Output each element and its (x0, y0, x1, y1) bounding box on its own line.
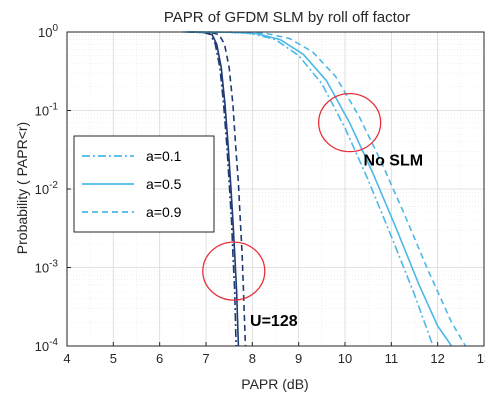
x-tick-label: 12 (430, 351, 444, 366)
x-tick-label: 7 (202, 351, 209, 366)
x-tick-label: 13 (477, 351, 485, 366)
highlight-circle (317, 93, 382, 153)
y-tick-label: 10-3 (35, 259, 59, 276)
legend-label: a=0.1 (146, 148, 182, 164)
y-tick-label: 100 (38, 23, 58, 40)
series-line (196, 31, 467, 347)
x-tick-label: 11 (385, 351, 399, 366)
plot-series (182, 31, 467, 347)
y-tick-label: 10-2 (35, 180, 59, 197)
legend: a=0.1 a=0.5 a=0.9 (73, 135, 215, 233)
highlight-circles (202, 93, 382, 301)
y-tick-label: 10-1 (35, 102, 59, 119)
series-line (192, 31, 247, 347)
y-axis-label: Probability ( PAPR<r) (14, 122, 30, 254)
axis-ticks: 4 5 6 7 8 9 10 11 12 13 100 10-1 10-2 10-3 10-4 (35, 23, 485, 366)
highlight-circle (202, 241, 266, 301)
legend-label: a=0.9 (146, 204, 182, 220)
legend-label: a=0.5 (146, 176, 182, 192)
x-tick-label: 10 (338, 351, 352, 366)
x-tick-label: 8 (249, 351, 256, 366)
series-line (187, 31, 240, 347)
x-tick-label: 9 (295, 351, 302, 366)
x-axis-label: PAPR (dB) (241, 376, 308, 392)
x-tick-label: 5 (110, 351, 117, 366)
annotation-label: U=128 (250, 313, 298, 330)
annotation-label: No SLM (364, 152, 424, 169)
chart-title: PAPR of GFDM SLM by roll off factor (164, 9, 410, 26)
x-tick-label: 6 (156, 351, 163, 366)
y-tick-label: 10-4 (35, 337, 59, 354)
x-tick-label: 4 (63, 351, 70, 366)
series-line (187, 31, 453, 347)
annotations: No SLM U=128 (250, 152, 423, 330)
